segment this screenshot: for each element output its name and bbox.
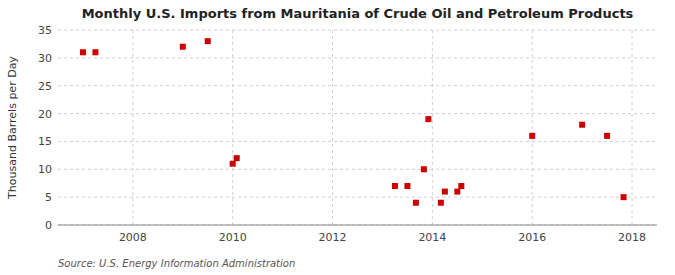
x-tick-label: 2010 <box>219 231 247 244</box>
y-grid-line <box>58 30 657 31</box>
y-tick-label: 35 <box>38 24 52 37</box>
x-tick-label: 2012 <box>319 231 347 244</box>
x-grid-line <box>132 30 133 225</box>
axes: 0 5 10 15 20 25 30 35 2008 2010 2012 2014 2016 2018 <box>38 24 657 244</box>
y-grid-line <box>58 197 657 198</box>
point <box>425 116 431 122</box>
x-tick-label: 2016 <box>518 231 546 244</box>
y-grid-line <box>58 225 657 226</box>
y-tick-label: 25 <box>38 80 52 93</box>
grid <box>58 30 657 225</box>
point <box>438 200 444 206</box>
point <box>205 38 211 44</box>
point <box>404 183 410 189</box>
point <box>442 189 448 195</box>
point <box>529 133 535 139</box>
points <box>80 38 627 206</box>
point <box>392 183 398 189</box>
y-tick-label: 30 <box>38 52 52 65</box>
y-grid-line <box>58 57 657 58</box>
x-grid-line <box>232 30 233 225</box>
point <box>80 49 86 55</box>
y-tick-label: 20 <box>38 108 52 121</box>
point <box>234 155 240 161</box>
y-tick-label: 10 <box>38 163 52 176</box>
y-tick-label: 5 <box>45 191 52 204</box>
x-grid-line <box>432 30 433 225</box>
point <box>604 133 610 139</box>
y-tick-label: 15 <box>38 135 52 148</box>
chart-container: 0 5 10 15 20 25 30 35 2008 2010 2012 2014 2016 2018 Mo… <box>0 0 675 275</box>
y-tick-label: 0 <box>45 219 52 232</box>
point <box>180 44 186 50</box>
point <box>621 194 627 200</box>
y-grid-line <box>58 85 657 86</box>
y-grid-line <box>58 141 657 142</box>
x-tick-label: 2008 <box>119 231 147 244</box>
title: Monthly U.S. Imports from Mauritania of … <box>82 6 634 21</box>
point <box>413 200 419 206</box>
y-grid-line <box>58 113 657 114</box>
source-note: Source: U.S. Energy Information Administ… <box>58 258 295 269</box>
x-axis-line <box>58 225 657 226</box>
point <box>454 189 460 195</box>
x-grid-line <box>332 30 333 225</box>
x-grid-line <box>532 30 533 225</box>
y-axis-label: Thousand Barrels per Day <box>6 56 19 200</box>
point <box>579 122 585 128</box>
chart-svg: 0 5 10 15 20 25 30 35 2008 2010 2012 2014 2016 2018 Mo… <box>0 0 675 275</box>
point <box>230 161 236 167</box>
x-grid-line <box>632 30 633 225</box>
y-grid-line <box>58 169 657 170</box>
point <box>92 49 98 55</box>
point <box>458 183 464 189</box>
x-tick-label: 2018 <box>618 231 646 244</box>
x-tick-label: 2014 <box>418 231 446 244</box>
point <box>421 166 427 172</box>
